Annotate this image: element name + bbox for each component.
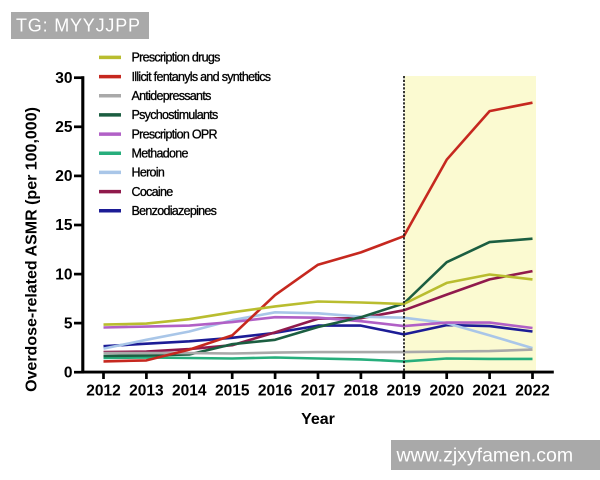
svg-text:20: 20	[55, 168, 72, 185]
svg-text:25: 25	[55, 119, 73, 136]
svg-text:2017: 2017	[301, 383, 335, 400]
svg-text:Psychostimulants: Psychostimulants	[132, 108, 219, 122]
svg-text:10: 10	[55, 266, 72, 283]
svg-text:Year: Year	[301, 411, 335, 428]
svg-text:5: 5	[64, 315, 73, 332]
svg-text:www.zjxyfamen.com: www.zjxyfamen.com	[396, 445, 574, 467]
svg-text:2018: 2018	[344, 383, 379, 400]
svg-text:2019: 2019	[387, 383, 422, 400]
svg-text:Prescription OPR: Prescription OPR	[132, 127, 218, 141]
svg-text:2022: 2022	[515, 383, 549, 400]
svg-text:TG: MYYJJPP: TG: MYYJJPP	[16, 16, 141, 36]
svg-text:2020: 2020	[429, 383, 463, 400]
svg-text:Illicit fentanyls and syntheti: Illicit fentanyls and synthetics	[132, 70, 271, 84]
svg-text:Antidepressants: Antidepressants	[132, 89, 212, 103]
svg-text:2012: 2012	[86, 383, 120, 400]
svg-text:30: 30	[55, 70, 72, 87]
svg-text:Overdose-related ASMR (per 100: Overdose-related ASMR (per 100,000)	[24, 107, 41, 392]
svg-text:Benzodiazepines: Benzodiazepines	[132, 204, 217, 218]
svg-text:Heroin: Heroin	[132, 166, 165, 180]
svg-text:2013: 2013	[129, 383, 164, 400]
svg-text:2014: 2014	[172, 383, 207, 400]
svg-text:Cocaine: Cocaine	[132, 185, 174, 199]
svg-text:0: 0	[64, 364, 73, 381]
svg-text:15: 15	[55, 217, 73, 234]
svg-text:2015: 2015	[215, 383, 250, 400]
svg-text:Methadone: Methadone	[132, 147, 189, 161]
svg-text:2021: 2021	[472, 383, 507, 400]
svg-text:2016: 2016	[258, 383, 293, 400]
svg-text:Prescription drugs: Prescription drugs	[132, 51, 221, 65]
